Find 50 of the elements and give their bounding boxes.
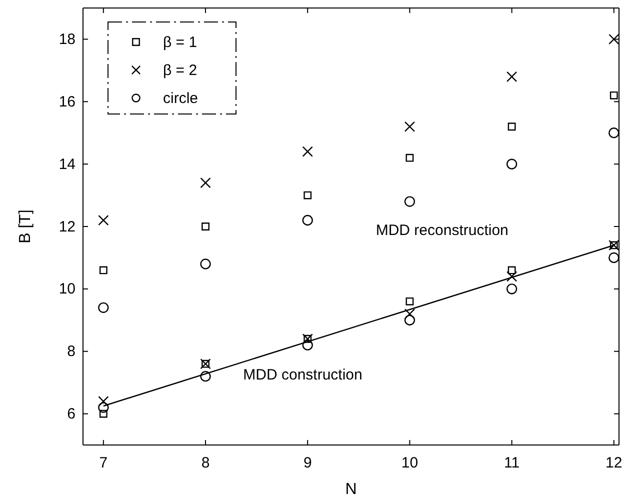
- point: [608, 34, 620, 45]
- point: [508, 122, 516, 131]
- y-tick-label: 18: [58, 31, 76, 48]
- point: [508, 266, 516, 274]
- point: [404, 314, 416, 326]
- point: [304, 191, 312, 200]
- legend-label: circle: [163, 90, 198, 107]
- point: [406, 297, 414, 306]
- annotation: MDD reconstruction: [376, 222, 508, 240]
- point: [404, 308, 416, 320]
- point: [506, 284, 518, 294]
- point: [98, 302, 109, 313]
- y-tick-label: 14: [58, 156, 76, 173]
- point: [608, 252, 620, 264]
- legend-label: β = 2: [163, 62, 198, 79]
- point: [99, 266, 108, 274]
- y-tick-label: 8: [67, 343, 76, 360]
- x-axis-title: N: [345, 481, 357, 498]
- y-tick-label: 12: [58, 218, 76, 236]
- point: [506, 71, 518, 82]
- point: [302, 340, 313, 350]
- point: [302, 146, 313, 157]
- x-tick-label: 8: [201, 454, 210, 472]
- x-tick-label: 7: [99, 454, 108, 472]
- point: [202, 222, 210, 230]
- point: [98, 214, 109, 226]
- y-tick-label: 16: [58, 93, 76, 110]
- point: [302, 214, 313, 226]
- y-tick-label: 10: [58, 280, 76, 298]
- point: [98, 402, 109, 413]
- point: [404, 121, 416, 132]
- point: [506, 271, 518, 282]
- point: [99, 410, 108, 418]
- x-tick-label: 11: [504, 454, 520, 472]
- x-tick-label: 10: [401, 454, 418, 472]
- point: [406, 154, 414, 162]
- point: [200, 371, 211, 382]
- point: [610, 91, 618, 100]
- point: [98, 396, 109, 407]
- annotation: MDD construction: [243, 366, 362, 384]
- point: [200, 258, 211, 270]
- x-tick-label: 12: [606, 454, 622, 472]
- point: [506, 158, 518, 170]
- y-tick-label: 6: [67, 406, 76, 423]
- x-tick-label: 9: [303, 454, 312, 472]
- point: [200, 177, 211, 188]
- legend-label: β = 1: [163, 34, 198, 51]
- point: [404, 196, 416, 207]
- y-axis-title: B [T]: [17, 210, 34, 244]
- point: [608, 128, 620, 138]
